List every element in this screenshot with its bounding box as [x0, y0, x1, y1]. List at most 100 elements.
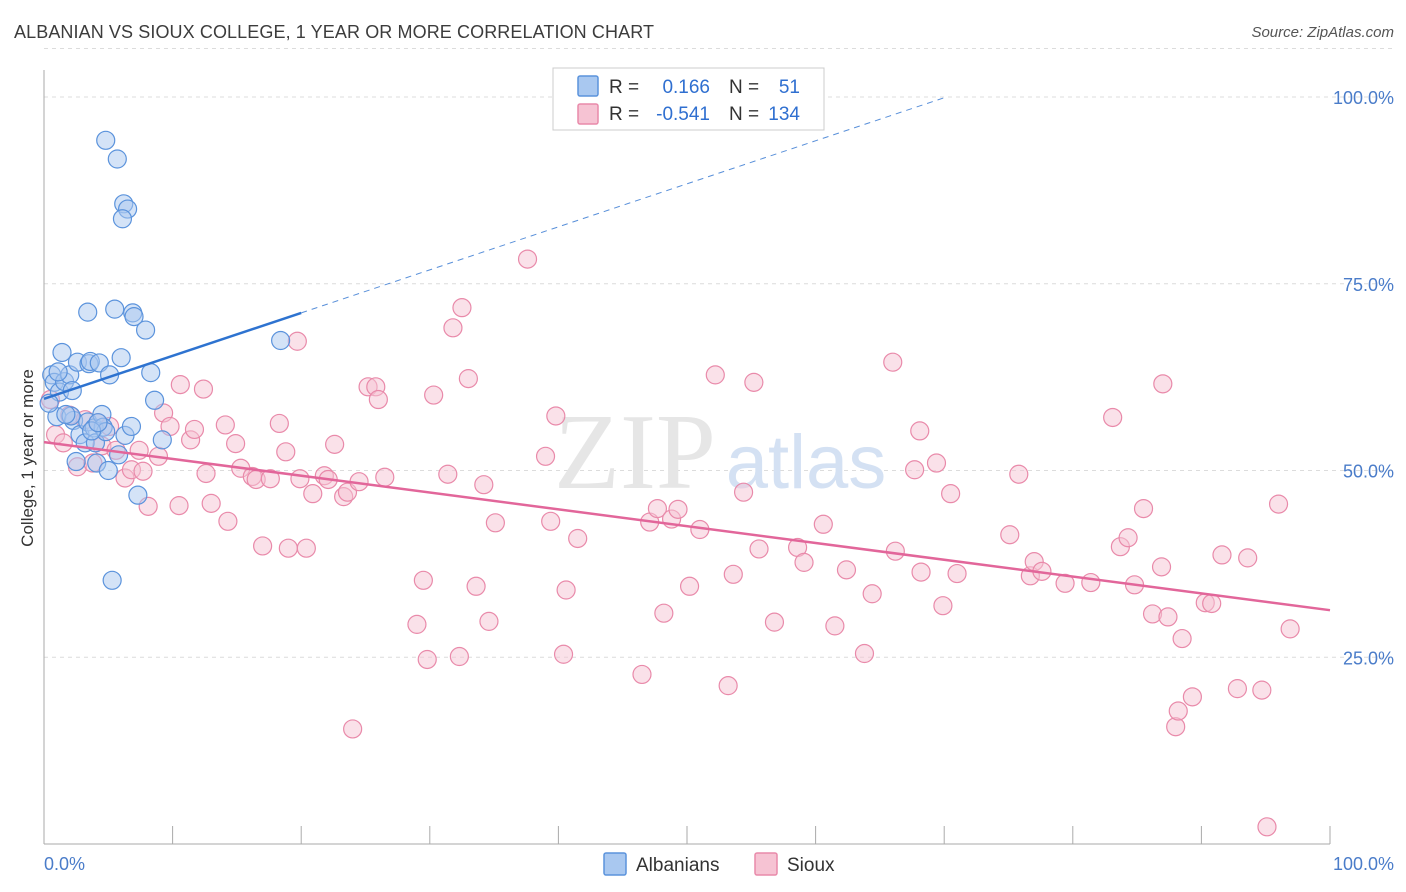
correlation-legend: R = 0.166 N = 51 R = -0.541 N = 134	[552, 67, 825, 131]
sioux-point	[794, 552, 814, 572]
sioux-point	[647, 498, 668, 519]
legend-r-value-sioux: -0.541	[656, 104, 710, 125]
sioux-point	[1151, 557, 1172, 577]
sioux-point	[1268, 494, 1289, 514]
sioux-point	[1168, 701, 1188, 721]
chart-source: Source: ZipAtlas.com	[1251, 24, 1394, 41]
sioux-point	[1103, 407, 1123, 428]
x-ticks	[172, 826, 1331, 844]
sioux-point	[764, 612, 785, 632]
sioux-point	[541, 511, 561, 531]
sioux-point	[1153, 374, 1173, 394]
sioux-point	[632, 664, 652, 685]
y-tick-label: 50.0%	[1343, 462, 1394, 482]
sioux-point	[836, 560, 857, 580]
legend-n-label-albanians: N =	[729, 77, 759, 98]
y-tick-label: 100.0%	[1333, 88, 1394, 108]
y-tick-label: 75.0%	[1343, 275, 1394, 295]
series-legend-label-sioux: Sioux	[787, 855, 835, 876]
sioux-point	[485, 513, 505, 533]
sioux-point	[1009, 464, 1029, 484]
sioux-point	[368, 389, 388, 410]
sioux-point	[1257, 817, 1277, 837]
albanian-point	[112, 209, 133, 229]
sioux-point	[193, 379, 214, 399]
sioux-point	[466, 576, 486, 596]
sioux-point	[184, 419, 205, 440]
series-legend-label-albanians: Albanians	[636, 855, 719, 876]
sioux-point	[885, 541, 905, 561]
sioux-points	[40, 249, 1300, 837]
sioux-point	[1166, 717, 1186, 737]
sioux-point	[910, 421, 930, 441]
sioux-point	[749, 539, 769, 559]
sioux-point	[449, 646, 469, 667]
sioux-point	[705, 365, 725, 385]
sioux-point	[1182, 687, 1202, 707]
trend-lines	[43, 97, 1331, 612]
sioux-point	[133, 461, 153, 481]
sioux-point	[926, 453, 947, 473]
legend-r-label-sioux: R =	[609, 104, 639, 125]
y-tick-label: 25.0%	[1343, 648, 1394, 668]
sioux-point	[269, 413, 289, 434]
sioux-point	[905, 460, 925, 480]
sioux-point	[723, 564, 743, 584]
sioux-point	[546, 406, 566, 426]
sioux-point	[474, 475, 494, 495]
sioux-point	[825, 616, 845, 636]
sioux-point	[215, 415, 235, 435]
sioux-point	[343, 719, 363, 739]
albanian-point	[128, 485, 148, 505]
albanians-trend-extension	[301, 97, 945, 314]
albanian-point	[271, 330, 291, 351]
sioux-point	[854, 643, 875, 664]
sioux-point	[260, 469, 280, 489]
sioux-point	[568, 528, 588, 549]
sioux-point	[1081, 572, 1101, 593]
albanian-point	[105, 299, 125, 319]
albanian-point	[48, 362, 68, 382]
sioux-point	[1055, 573, 1075, 593]
sioux-point	[535, 446, 556, 466]
sioux-point	[1202, 593, 1222, 614]
sioux-point	[407, 614, 427, 634]
sioux-point	[287, 331, 307, 351]
albanian-point	[144, 390, 165, 410]
sioux-point	[226, 434, 246, 454]
sioux-point	[718, 676, 738, 696]
legend-n-value-albanians: 51	[779, 77, 800, 98]
sioux-point	[933, 596, 953, 616]
albanian-point	[96, 130, 116, 150]
sioux-point	[553, 644, 574, 664]
sioux-point	[218, 511, 238, 531]
sioux-point	[1212, 545, 1232, 565]
sioux-point	[375, 467, 395, 487]
sioux-point	[1280, 619, 1300, 639]
sioux-point	[1238, 548, 1258, 568]
sioux-point	[744, 372, 764, 392]
sioux-point	[452, 298, 472, 318]
legend-r-label-albanians: R =	[609, 77, 639, 98]
sioux-point	[813, 514, 833, 534]
sioux-point	[290, 469, 310, 489]
sioux-point	[668, 499, 688, 519]
legend-n-value-sioux: 134	[768, 104, 800, 125]
series-legend-swatch-albanians	[603, 852, 627, 876]
legend-n-label-sioux: N =	[729, 104, 759, 125]
sioux-point	[1118, 528, 1138, 548]
albanian-point	[108, 445, 129, 465]
sioux-point	[883, 352, 903, 372]
albanian-point	[78, 302, 98, 322]
sioux-point	[947, 563, 967, 584]
sioux-point	[296, 538, 316, 558]
albanian-point	[135, 320, 156, 340]
sioux-point	[325, 434, 345, 454]
sioux-point	[169, 496, 189, 516]
x-tick-label-right: 100.0%	[1333, 854, 1394, 874]
sioux-point	[417, 649, 437, 670]
albanian-point	[52, 342, 72, 363]
albanians-trend-line	[43, 311, 302, 400]
legend-swatch-sioux	[577, 103, 599, 125]
